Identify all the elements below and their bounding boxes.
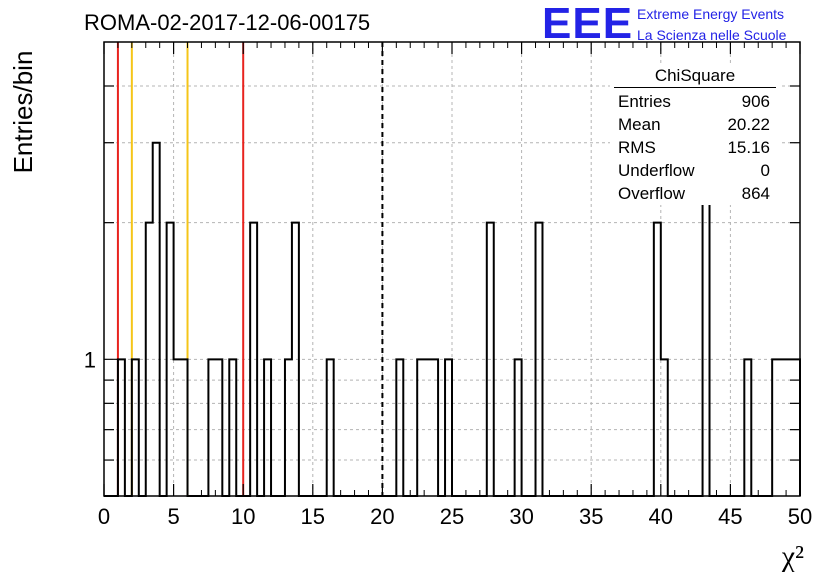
stats-box: ChiSquare Entries 906 Mean 20.22 RMS 15.…: [610, 66, 780, 205]
x-tick-label: 50: [788, 504, 812, 529]
stat-row-entries: Entries 906: [610, 90, 780, 113]
eee-logo-mark: EEE: [542, 0, 634, 48]
stat-value: 20.22: [727, 115, 770, 134]
stats-title: ChiSquare: [614, 66, 776, 88]
x-tick-label: 0: [98, 504, 110, 529]
logo-line-1: Extreme Energy Events: [637, 6, 785, 22]
x-tick-label: 35: [579, 504, 603, 529]
stat-row-overflow: Overflow 864: [610, 182, 780, 205]
stat-value: 906: [741, 92, 770, 111]
stat-label: Entries: [618, 92, 671, 111]
x-axis-title: χ²: [781, 540, 804, 572]
x-tick-label: 15: [301, 504, 325, 529]
stat-label: Overflow: [618, 184, 686, 203]
stat-label: Underflow: [618, 161, 695, 180]
axes: 0 5 10 15 20 25 30 35 40 45 50 1 Entries/bin χ²: [8, 41, 812, 572]
y-tick-label: 1: [84, 347, 96, 372]
stat-label: Mean: [618, 115, 661, 134]
x-tick-label: 20: [370, 504, 394, 529]
stat-row-rms: RMS 15.16: [610, 136, 780, 159]
chart-title: ROMA-02-2017-12-06-00175: [84, 10, 371, 35]
x-tick-label: 10: [231, 504, 255, 529]
x-tick-label: 5: [167, 504, 179, 529]
logo-line-2: La Scienza nelle Scuole: [637, 27, 787, 43]
x-tick-label: 25: [440, 504, 464, 529]
stat-value: 0: [760, 161, 770, 180]
stat-value: 15.16: [727, 138, 770, 157]
x-tick-label: 30: [509, 504, 533, 529]
stat-value: 864: [741, 184, 770, 203]
stat-label: RMS: [618, 138, 656, 157]
y-axis-title: Entries/bin: [8, 51, 38, 174]
x-tick-label: 40: [649, 504, 673, 529]
x-tick-label: 45: [718, 504, 742, 529]
stat-row-mean: Mean 20.22: [610, 113, 780, 136]
stat-row-underflow: Underflow 0: [610, 159, 780, 182]
